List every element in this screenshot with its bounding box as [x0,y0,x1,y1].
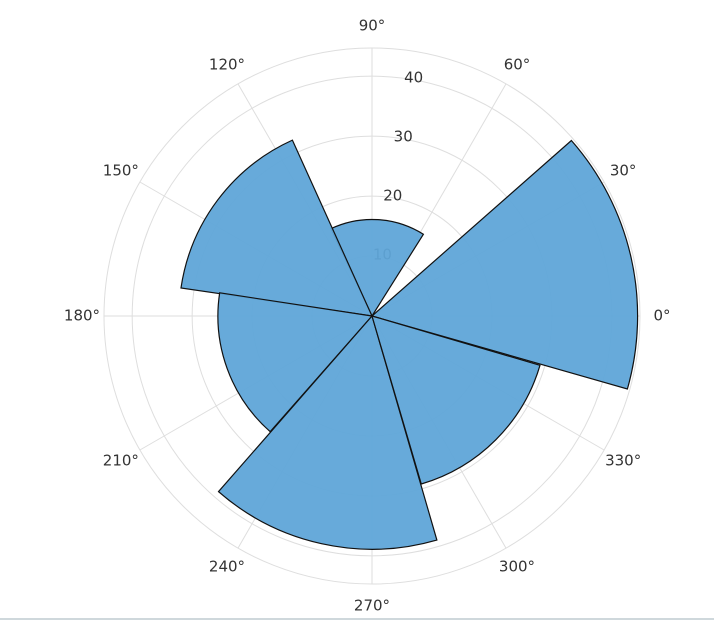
theta-tick-label: 30° [610,162,637,180]
bar [370,139,639,390]
bar [180,139,373,317]
theta-tick-label: 330° [605,452,641,470]
theta-tick-label: 0° [653,307,670,325]
bar [217,292,374,433]
theta-tick-label: 120° [209,55,245,73]
bar [217,314,438,550]
theta-tick-label: 90° [359,17,386,35]
theta-tick-label: 240° [209,558,245,576]
bar [371,315,541,485]
r-tick-label: 30 [394,127,413,145]
theta-tick-label: 180° [64,307,100,325]
theta-tick-label: 210° [103,452,139,470]
theta-tick-label: 270° [354,597,390,615]
theta-tick-label: 150° [103,162,139,180]
r-tick-label: 20 [383,186,402,204]
bar [330,218,425,318]
r-tick-label: 40 [404,68,423,86]
theta-tick-label: 60° [504,55,531,73]
theta-tick-label: 300° [499,558,535,576]
